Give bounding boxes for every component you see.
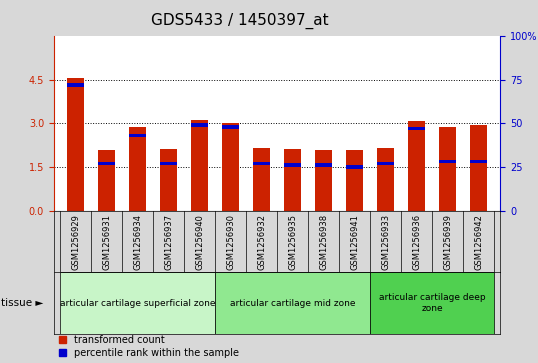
Bar: [215, 272, 370, 334]
Bar: [222, 125, 239, 129]
Bar: [408, 121, 425, 211]
Text: GSM1256931: GSM1256931: [102, 213, 111, 270]
Bar: [284, 163, 301, 167]
Bar: [346, 165, 363, 169]
Bar: [470, 125, 487, 211]
Bar: [222, 123, 239, 211]
Bar: [98, 162, 115, 165]
Text: GDS5433 / 1450397_at: GDS5433 / 1450397_at: [151, 13, 328, 29]
Bar: [439, 127, 456, 211]
Text: articular cartilage superficial zone: articular cartilage superficial zone: [60, 299, 215, 307]
Bar: [377, 147, 394, 211]
Bar: [315, 163, 332, 167]
Bar: [253, 148, 270, 211]
Text: GSM1256942: GSM1256942: [474, 213, 483, 269]
Bar: [284, 149, 301, 211]
Bar: [129, 127, 146, 211]
Bar: [439, 160, 456, 163]
Text: GSM1256935: GSM1256935: [288, 213, 297, 270]
Bar: [470, 160, 487, 163]
Legend: transformed count, percentile rank within the sample: transformed count, percentile rank withi…: [59, 335, 239, 358]
Text: GSM1256941: GSM1256941: [350, 213, 359, 269]
Bar: [191, 123, 208, 127]
Text: GSM1256934: GSM1256934: [133, 213, 142, 270]
Bar: [67, 83, 84, 87]
Text: GSM1256929: GSM1256929: [71, 213, 80, 269]
Bar: [377, 162, 394, 165]
Bar: [253, 162, 270, 165]
Bar: [98, 150, 115, 211]
Text: GSM1256940: GSM1256940: [195, 213, 204, 269]
Text: GSM1256939: GSM1256939: [443, 213, 452, 270]
Text: articular cartilage deep
zone: articular cartilage deep zone: [379, 293, 485, 313]
Bar: [160, 162, 177, 165]
Text: GSM1256933: GSM1256933: [381, 213, 390, 270]
Text: GSM1256938: GSM1256938: [319, 213, 328, 270]
Text: GSM1256932: GSM1256932: [257, 213, 266, 270]
Bar: [191, 120, 208, 211]
Text: GSM1256937: GSM1256937: [164, 213, 173, 270]
Bar: [67, 78, 84, 211]
Bar: [408, 127, 425, 130]
Text: GSM1256936: GSM1256936: [412, 213, 421, 270]
Bar: [370, 272, 494, 334]
Bar: [60, 272, 215, 334]
Text: tissue ►: tissue ►: [1, 298, 44, 308]
Bar: [160, 149, 177, 211]
Bar: [129, 134, 146, 137]
Text: GSM1256930: GSM1256930: [226, 213, 235, 270]
Bar: [315, 150, 332, 211]
Bar: [346, 150, 363, 211]
Text: articular cartilage mid zone: articular cartilage mid zone: [230, 299, 355, 307]
